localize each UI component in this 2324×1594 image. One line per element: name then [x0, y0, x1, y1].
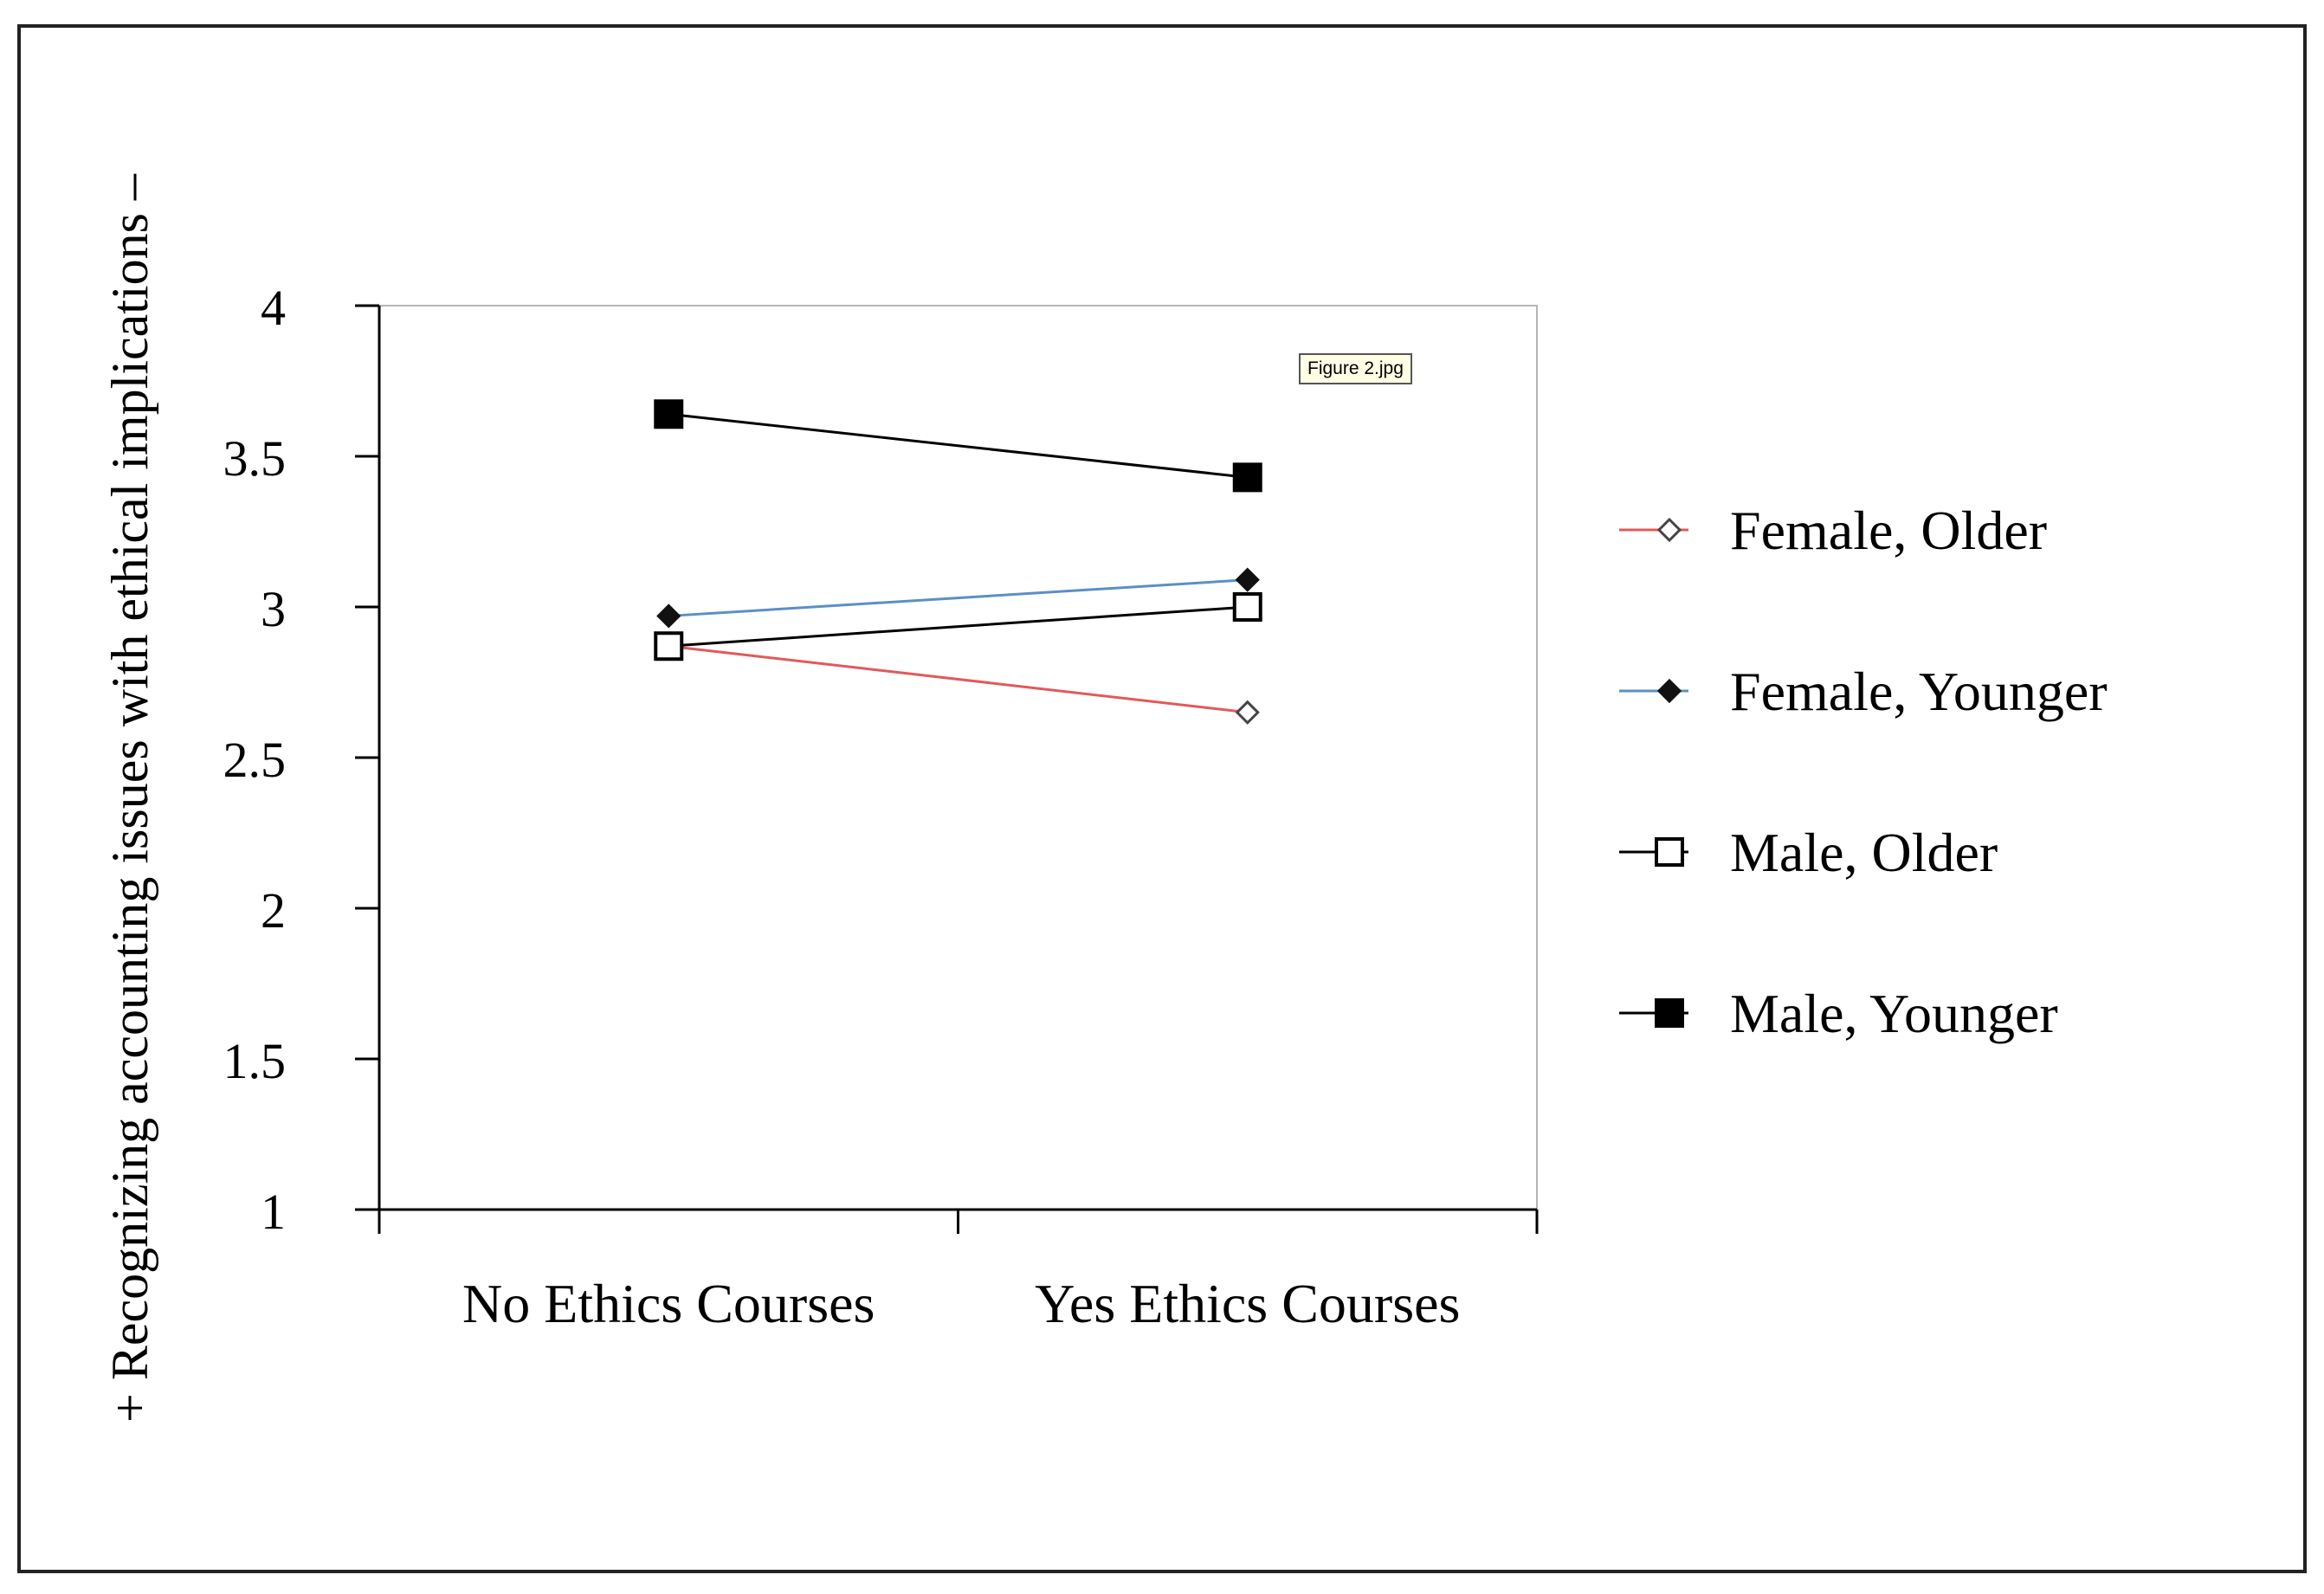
y-tick-label: 1 — [261, 1184, 286, 1240]
data-point — [1235, 700, 1260, 725]
legend-label: Male, Younger — [1730, 983, 2058, 1044]
data-point — [1235, 567, 1260, 592]
y-axis-label: + Recognizing accounting issues with eth… — [101, 173, 158, 1423]
legend-label: Male, Older — [1730, 822, 1998, 883]
y-tick-label: 1.5 — [223, 1033, 287, 1089]
x-tick-label: Yes Ethics Courses — [1035, 1273, 1460, 1334]
legend-label: Female, Younger — [1730, 661, 2108, 722]
y-tick-label: 2 — [261, 882, 286, 939]
legend-marker — [1655, 998, 1684, 1028]
y-tick-label: 2.5 — [223, 732, 287, 788]
legend-marker — [1656, 517, 1682, 543]
series-line — [668, 412, 1248, 479]
legend-marker — [1655, 837, 1684, 867]
y-tick-label: 3.5 — [223, 430, 287, 487]
data-point — [654, 631, 684, 661]
data-point — [654, 399, 684, 429]
legend-label: Female, Older — [1730, 500, 2047, 561]
y-tick-label: 4 — [261, 280, 286, 336]
data-point — [1232, 592, 1262, 622]
series-line — [668, 644, 1248, 714]
legend-marker — [1656, 678, 1682, 704]
plot-area — [378, 305, 1538, 1210]
series-line — [668, 578, 1248, 617]
x-tick-label: No Ethics Courses — [462, 1273, 875, 1334]
series-line — [668, 605, 1248, 648]
data-point — [656, 603, 681, 629]
image-tooltip: Figure 2.jpg — [1299, 353, 1412, 384]
y-tick-label: 3 — [261, 581, 286, 637]
data-point — [1232, 462, 1262, 493]
figure-border — [17, 24, 2307, 1573]
